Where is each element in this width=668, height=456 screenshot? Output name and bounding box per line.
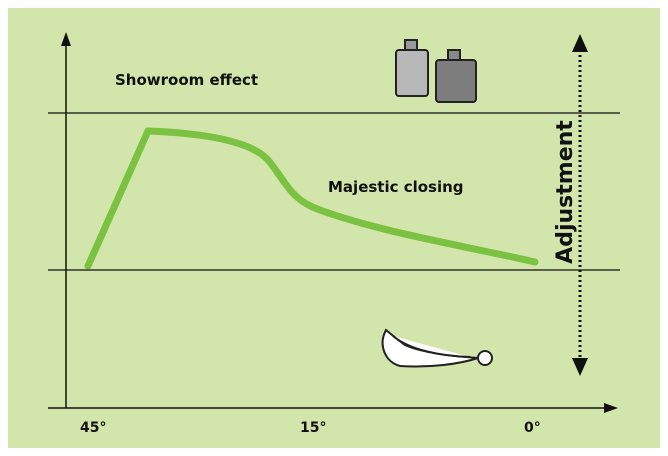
x-tick-label: 15° bbox=[300, 420, 326, 436]
top-label: Showroom effect bbox=[115, 71, 258, 89]
x-tick-label: 45° bbox=[80, 420, 106, 436]
side-label: Adjustment bbox=[553, 120, 578, 264]
curve-label: Majestic closing bbox=[328, 178, 464, 196]
x-tick-label: 0° bbox=[524, 420, 541, 436]
diagram: Showroom effect Majestic closing Adjustm… bbox=[0, 0, 668, 456]
